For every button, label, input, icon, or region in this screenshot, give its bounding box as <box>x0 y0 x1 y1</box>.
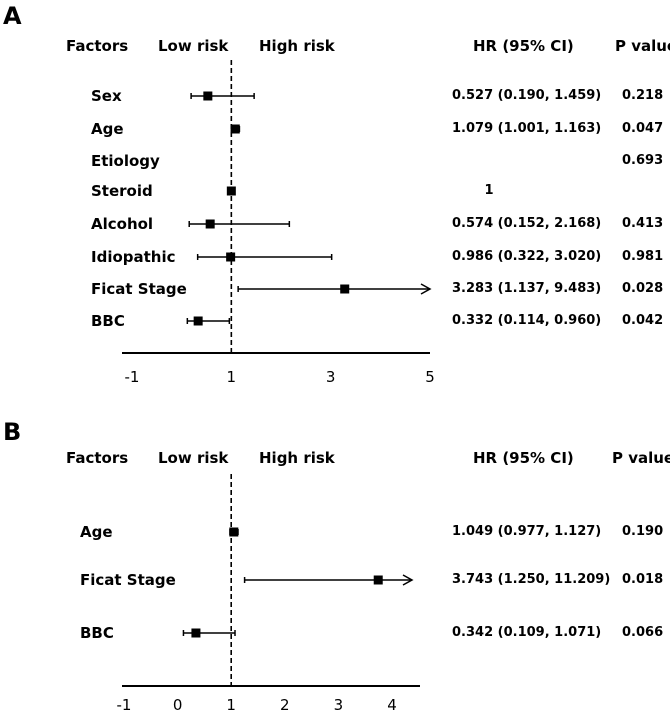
panel-b-p-value: 0.066 <box>622 625 664 640</box>
panel-a-point-estimate <box>226 186 236 196</box>
panel-a-factor-label: Ficat Stage <box>91 280 187 298</box>
panel-a-factor-label: Age <box>91 120 124 138</box>
panel-b-header-p: P value <box>612 449 670 467</box>
panel-a-header-hr: HR (95% CI) <box>473 37 574 55</box>
panel-b-tick-label: -1 <box>117 696 132 714</box>
panel-a-point-estimate <box>226 252 236 262</box>
panel-b-hr-text: 0.342 (0.109, 1.071) <box>452 625 602 640</box>
panel-a-p-value: 0.047 <box>622 121 664 136</box>
panel-a-p-value: 0.413 <box>622 216 664 231</box>
panel-b-ci-arrow <box>402 574 414 586</box>
panel-b-tick-label: 2 <box>280 696 290 714</box>
panel-a-hr-text: 0.986 (0.322, 3.020) <box>452 249 602 264</box>
panel-a-p-value: 0.042 <box>622 313 664 328</box>
panel-a-ci-arrow <box>420 283 432 295</box>
panel-a-header-p: P value <box>615 37 670 55</box>
panel-a-p-value: 0.028 <box>622 281 664 296</box>
panel-b-tick-label: 0 <box>173 696 183 714</box>
panel-a-header-low-risk: Low risk <box>158 37 229 55</box>
panel-a-factor-label: Sex <box>91 87 122 105</box>
panel-b-header-hr: HR (95% CI) <box>473 449 574 467</box>
panel-b-factor-label: Ficat Stage <box>80 571 176 589</box>
panel-b-header-low-risk: Low risk <box>158 449 229 467</box>
panel-a-tick-label: -1 <box>125 368 140 386</box>
panel-a-p-value: 0.693 <box>622 153 664 168</box>
panel-a-tick-label: 3 <box>326 368 336 386</box>
panel-a-hr-text: 3.283 (1.137, 9.483) <box>452 281 602 296</box>
panel-b-point-estimate <box>191 628 201 638</box>
panel-a-point-estimate <box>193 316 203 326</box>
panel-a-factor-label: BBC <box>91 312 125 330</box>
panel-b-header-factors: Factors <box>66 449 129 467</box>
panel-a-header-high-risk: High risk <box>259 37 335 55</box>
panel-a-point-estimate <box>205 219 215 229</box>
panel-b-header-high-risk: High risk <box>259 449 335 467</box>
panel-a-factor-label: Etiology <box>91 152 160 170</box>
panel-b-hr-text: 1.049 (0.977, 1.127) <box>452 524 602 539</box>
panel-a-hr-text: 0.574 (0.152, 2.168) <box>452 216 602 231</box>
panel-a-point-estimate <box>203 91 213 101</box>
panel-a-tick-label: 5 <box>425 368 435 386</box>
panel-b-point-estimate <box>373 575 383 585</box>
panel-b-factor-label: BBC <box>80 624 114 642</box>
panel-a-hr-text: 1.079 (1.001, 1.163) <box>452 121 602 136</box>
panel-a-point-estimate <box>340 284 350 294</box>
panel-a-letter: A <box>3 2 22 30</box>
panel-a-point-estimate <box>230 124 240 134</box>
panel-b-factor-label: Age <box>80 523 113 541</box>
panel-b-p-value: 0.018 <box>622 572 664 587</box>
panel-a-hr-text: 1 <box>484 183 494 198</box>
panel-a-p-value: 0.981 <box>622 249 664 264</box>
panel-a-factor-label: Steroid <box>91 182 153 200</box>
panel-a-tick-label: 1 <box>227 368 237 386</box>
panel-b-tick-label: 3 <box>334 696 344 714</box>
panel-a-factor-label: Idiopathic <box>91 248 176 266</box>
panel-a-hr-text: 0.332 (0.114, 0.960) <box>452 313 602 328</box>
panel-b-tick-label: 1 <box>226 696 236 714</box>
panel-b-tick-label: 4 <box>387 696 397 714</box>
panel-b-p-value: 0.190 <box>622 524 664 539</box>
panel-b-point-estimate <box>229 527 239 537</box>
panel-b-hr-text: 3.743 (1.250, 11.209) <box>452 572 611 587</box>
panel-a-header-factors: Factors <box>66 37 129 55</box>
panel-a-p-value: 0.218 <box>622 88 664 103</box>
panel-a-hr-text: 0.527 (0.190, 1.459) <box>452 88 602 103</box>
panel-a-factor-label: Alcohol <box>91 215 154 233</box>
panel-b-letter: B <box>3 418 22 446</box>
